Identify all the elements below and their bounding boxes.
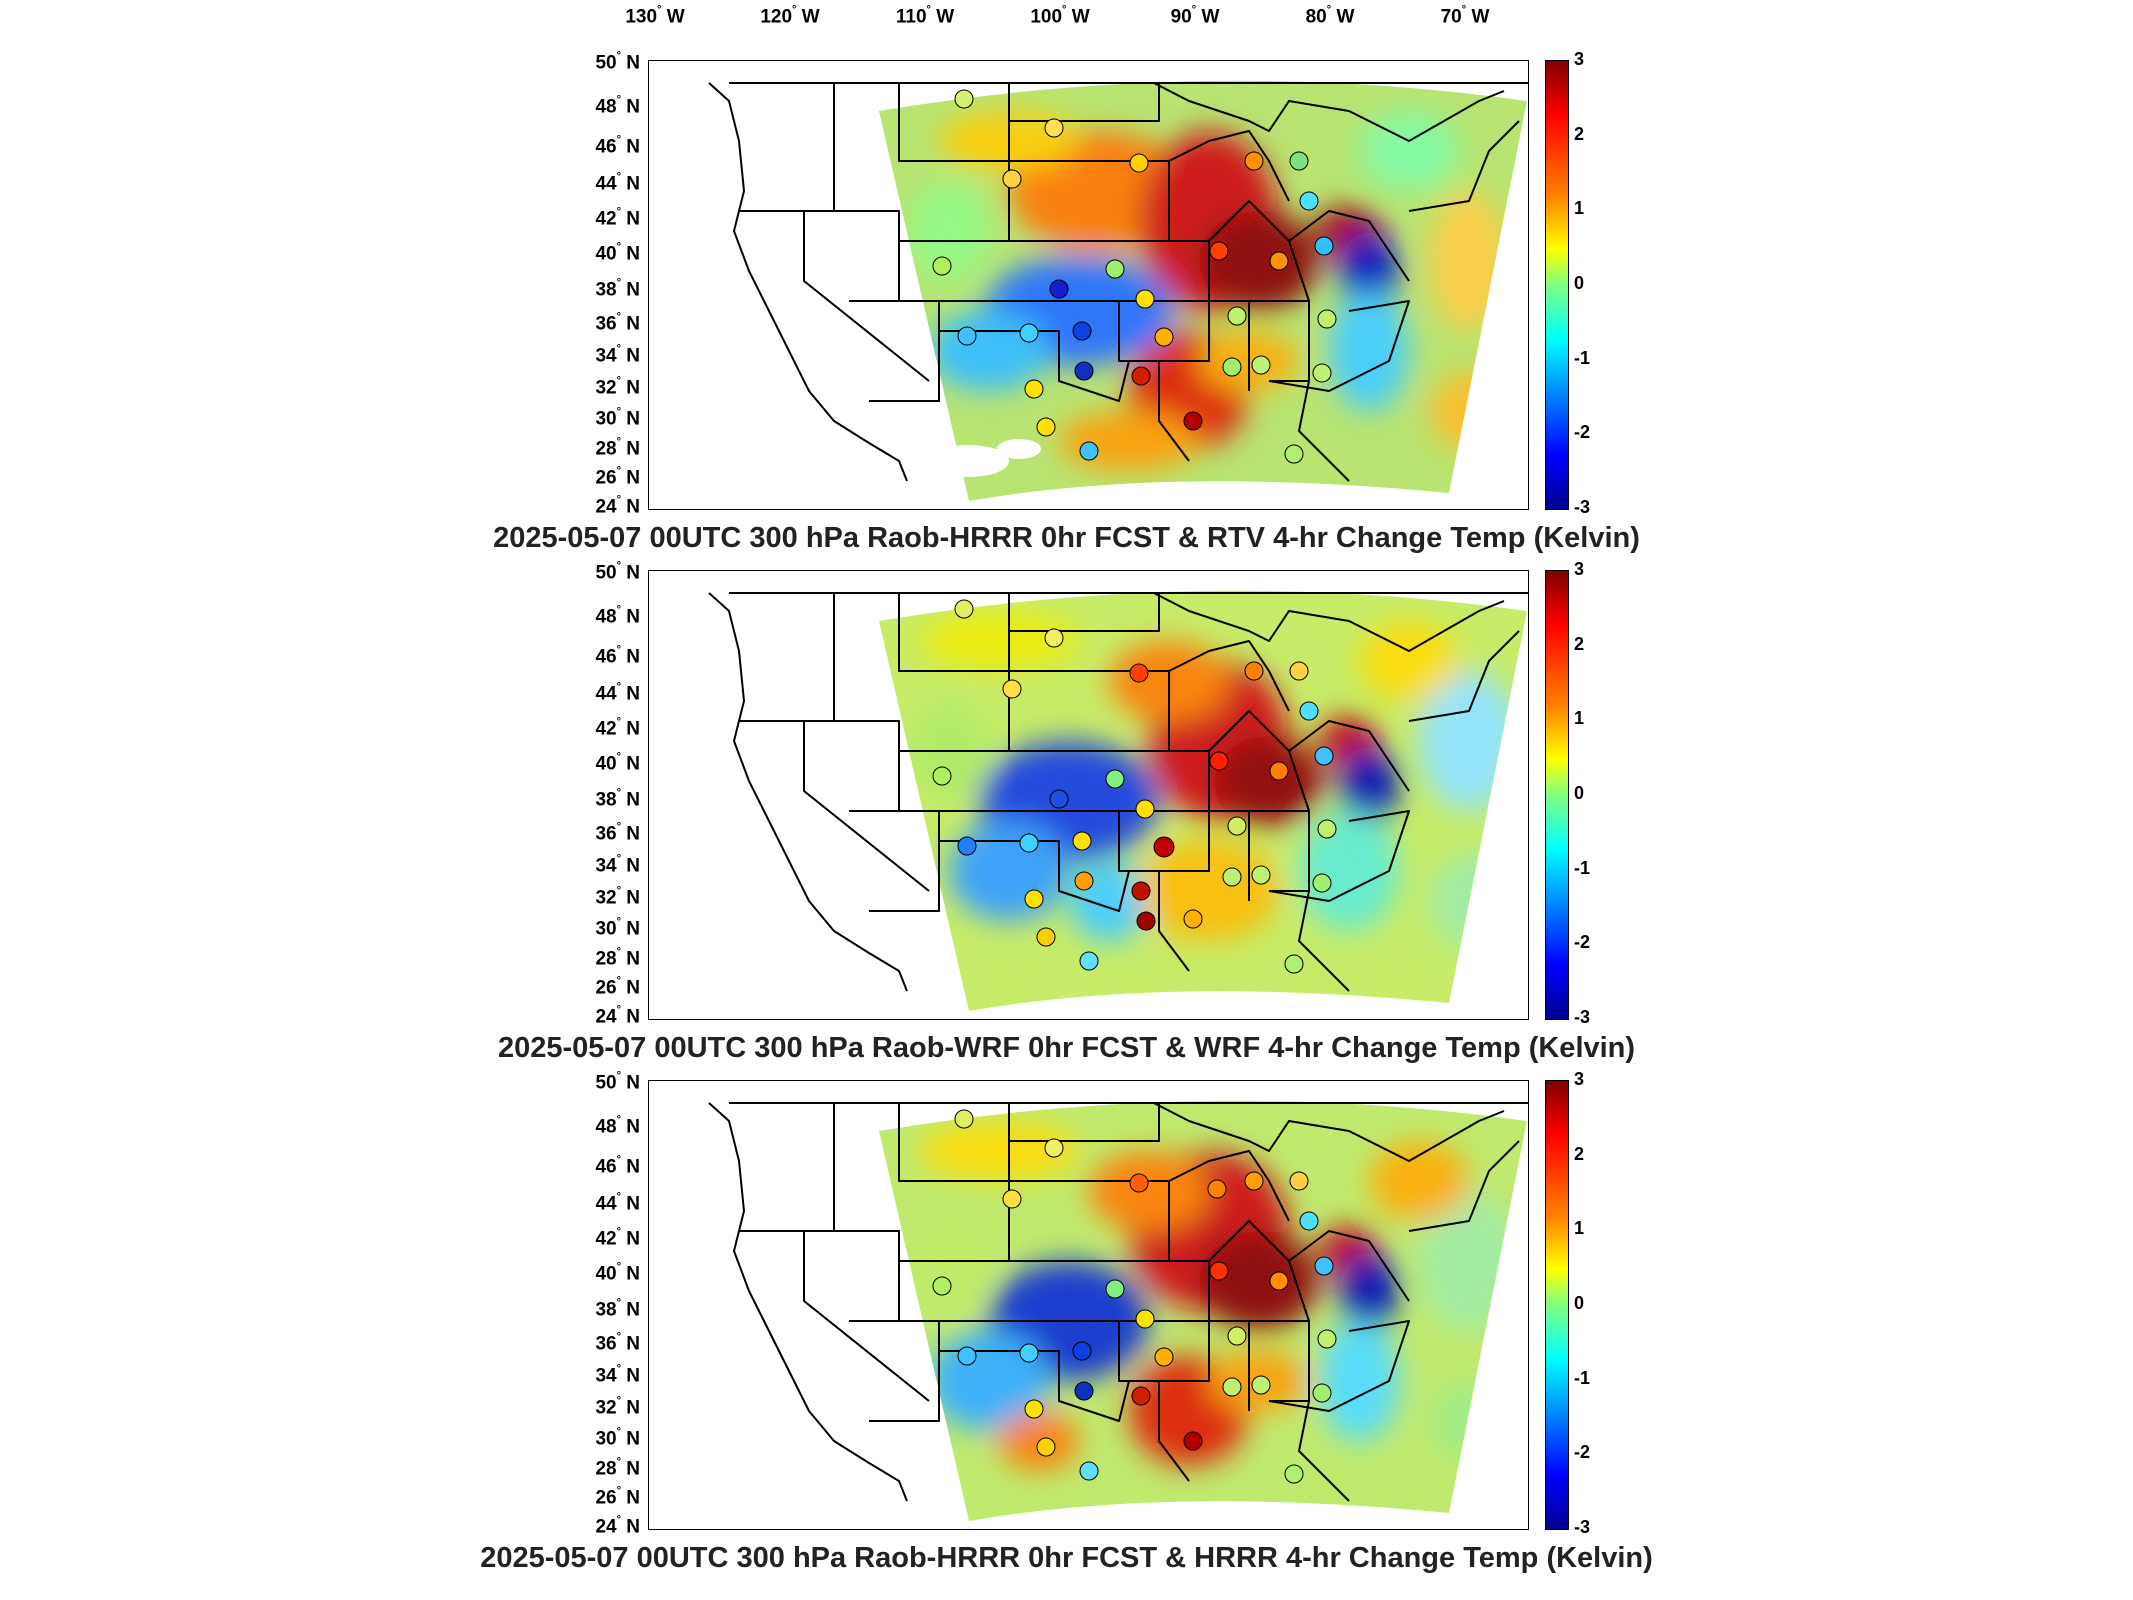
temperature-change-map	[648, 1080, 1529, 1530]
panel-title: 2025-05-07 00UTC 300 hPa Raob-HRRR 0hr F…	[480, 1542, 1653, 1574]
panel-title: 2025-05-07 00UTC 300 hPa Raob-HRRR 0hr F…	[493, 522, 1640, 554]
colorbar-tick: 0	[1574, 1293, 1585, 1313]
colorbar-tick: -2	[1574, 932, 1591, 952]
colorbar-tick: -3	[1574, 1007, 1591, 1027]
colorbar-tick: -2	[1574, 422, 1591, 442]
colorbar-tick: -1	[1574, 348, 1591, 368]
station-markers	[932, 599, 1337, 974]
colorbar	[1545, 60, 1569, 510]
lon-label: 100° W	[1030, 4, 1090, 28]
colorbar-tick: 0	[1574, 783, 1585, 803]
colorbar-tick: -1	[1574, 858, 1591, 878]
colorbar-tick: -3	[1574, 1517, 1591, 1537]
colorbar-tick: -3	[1574, 497, 1591, 517]
colorbar-tick: -1	[1574, 1368, 1591, 1388]
station-markers	[932, 1109, 1337, 1484]
colorbar-tick: 2	[1574, 124, 1585, 144]
lon-label: 130° W	[625, 4, 685, 28]
lon-label: 80° W	[1305, 4, 1355, 28]
colorbar-tick: 1	[1574, 198, 1585, 218]
colorbar-tick: 1	[1574, 1218, 1585, 1238]
colorbar-tick: 2	[1574, 1144, 1585, 1164]
temperature-change-map	[648, 570, 1529, 1020]
longitude-axis: 130° W 120° W 110° W 100° W 90° W 80° W …	[0, 4, 2133, 36]
colorbar-tick: 0	[1574, 273, 1585, 293]
lon-label: 70° W	[1440, 4, 1490, 28]
station-markers	[932, 89, 1337, 464]
colorbar-tick: 2	[1574, 634, 1585, 654]
lon-label: 90° W	[1170, 4, 1220, 28]
panel-title: 2025-05-07 00UTC 300 hPa Raob-WRF 0hr FC…	[497, 1032, 1636, 1064]
lon-label: 110° W	[895, 4, 955, 28]
colorbar	[1545, 1080, 1569, 1530]
colorbar-tick: -2	[1574, 1442, 1591, 1462]
colorbar-tick: 3	[1574, 559, 1585, 579]
colorbar-tick: 1	[1574, 708, 1585, 728]
colorbar-tick: 3	[1574, 1069, 1585, 1089]
colorbar-tick: 3	[1574, 49, 1585, 69]
lon-label: 120° W	[760, 4, 820, 28]
temperature-change-map	[648, 60, 1529, 510]
colorbar	[1545, 570, 1569, 1020]
